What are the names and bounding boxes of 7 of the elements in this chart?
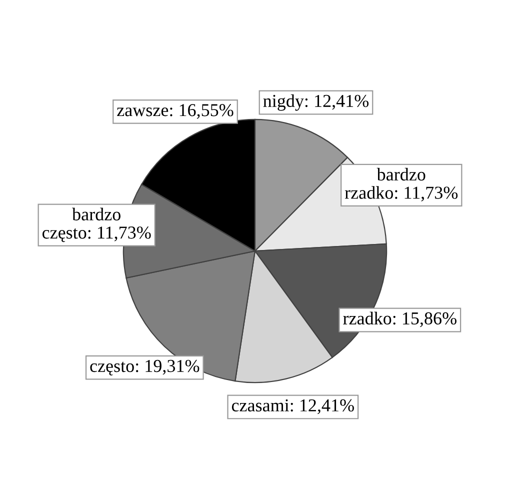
slice-label: zawsze: 16,55% — [117, 104, 234, 119]
slice-label: bardzo rzadko: 11,73% — [344, 168, 458, 202]
slice-label: bardzo często: 11,73% — [42, 208, 151, 242]
slice-label: nigdy: 12,41% — [263, 94, 369, 111]
slice-label: rzadko: 15,86% — [343, 312, 456, 328]
slice-label: często: 19,31% — [90, 360, 200, 376]
slice-label: czasami: 12,41% — [232, 399, 354, 414]
